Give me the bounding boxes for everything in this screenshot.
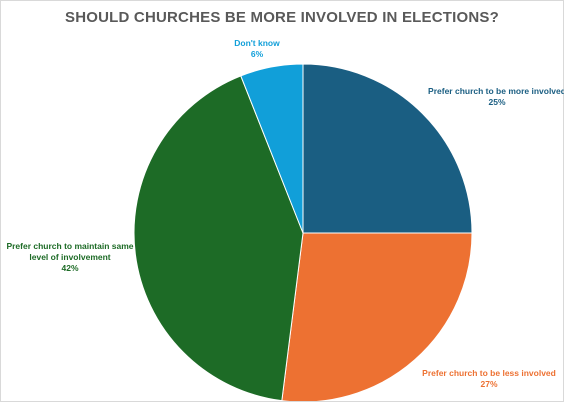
slice-label-text: Prefer church to maintain same <box>6 241 134 251</box>
slice-label-less-involved: Prefer church to be less involved 27% <box>417 368 561 390</box>
slice-label-value: 25% <box>488 97 506 107</box>
slice-label-text-line2: level of involvement <box>29 252 111 262</box>
slice-maintain-same <box>133 75 304 401</box>
slice-less-involved <box>281 232 473 401</box>
slice-more-involved <box>302 63 473 234</box>
slice-label-dont-know: Don't know 6% <box>225 38 289 60</box>
slice-dont-know <box>240 63 304 234</box>
chart-title: SHOULD CHURCHES BE MORE INVOLVED IN ELEC… <box>65 9 499 26</box>
slice-label-text: Don't know <box>234 38 280 48</box>
slice-label-value: 6% <box>250 49 264 59</box>
slice-label-value: 42% <box>61 263 79 273</box>
slice-label-value: 27% <box>480 379 498 389</box>
slice-label-more-involved: Prefer church to be more involved 25% <box>425 86 564 108</box>
slice-label-maintain-same: Prefer church to maintain same level of … <box>3 241 137 274</box>
slice-label-text: Prefer church to be more involved <box>428 86 564 96</box>
slice-label-text: Prefer church to be less involved <box>422 368 556 378</box>
